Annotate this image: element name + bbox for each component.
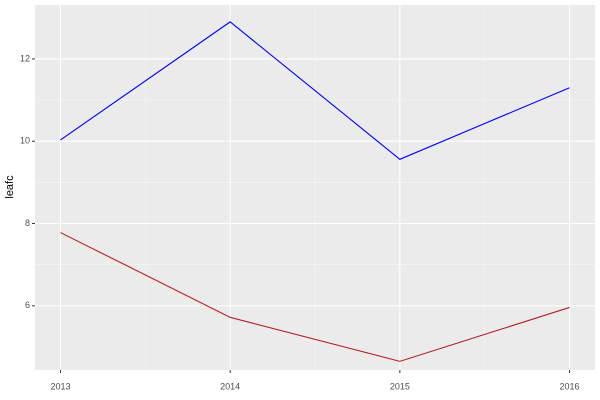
y-axis-label: leafc (4, 175, 16, 199)
y-tick-label: 12 (20, 53, 30, 63)
series-line (60, 232, 570, 362)
y-tick-label: 6 (25, 300, 30, 310)
x-tick-label: 2014 (220, 381, 240, 391)
x-tick-label: 2013 (50, 381, 70, 391)
y-tick-label: 8 (25, 218, 30, 228)
y-tick-label: 10 (20, 136, 30, 146)
x-tick-label: 2015 (390, 381, 410, 391)
series-line (60, 21, 570, 160)
x-tick-label: 2016 (560, 381, 580, 391)
